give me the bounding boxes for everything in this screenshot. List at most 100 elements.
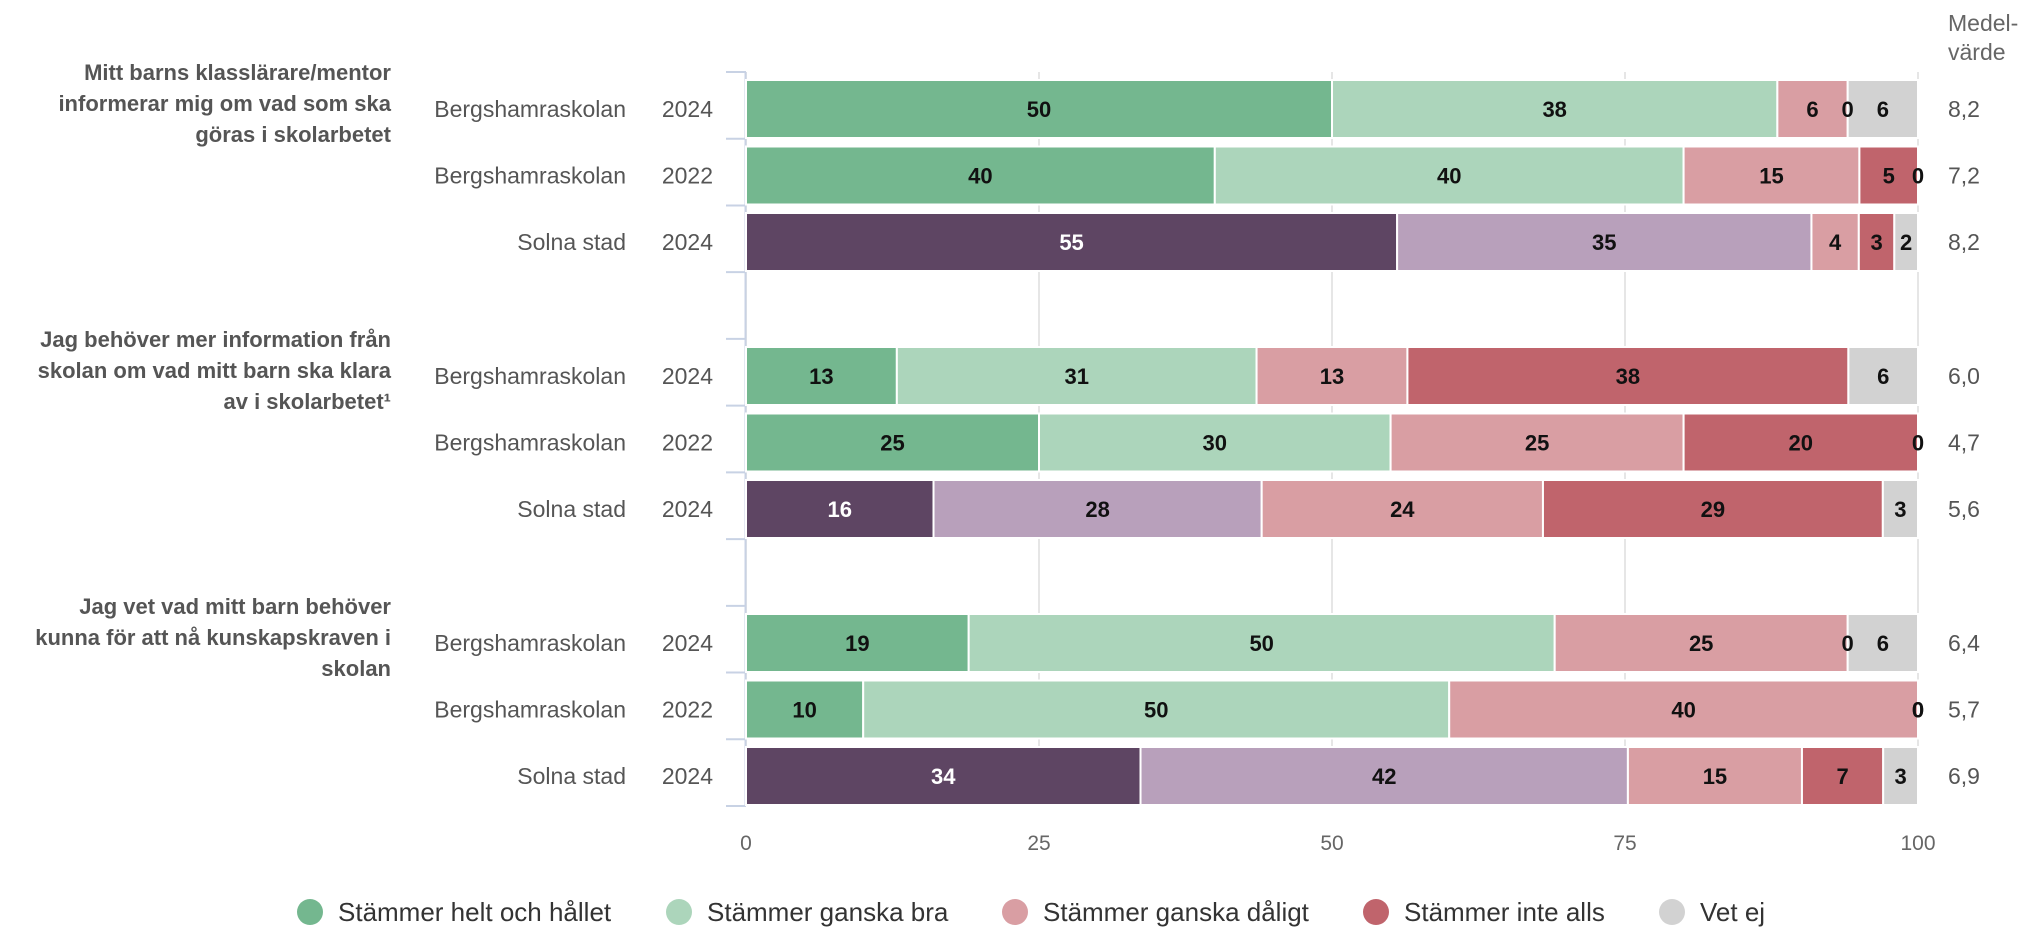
question-label: kunna för att nå kunskapskraven i	[35, 625, 391, 650]
data-label: 19	[845, 631, 869, 656]
row-year-label: 2024	[662, 363, 713, 389]
bar-segment	[745, 613, 970, 673]
row-name-label: Bergshamraskolan	[434, 430, 626, 456]
data-label: 0	[1912, 698, 1924, 723]
data-label: 0	[1912, 698, 1924, 723]
data-label: 38	[1616, 364, 1640, 389]
bar-segment	[1881, 479, 1919, 539]
data-label: 16	[828, 497, 852, 522]
bar-segment	[1406, 346, 1850, 406]
data-label: 13	[1320, 364, 1344, 389]
data-label: 50	[1027, 97, 1051, 122]
bar-segment	[862, 679, 1451, 740]
legend-marker	[1363, 899, 1389, 925]
data-label: 20	[1789, 431, 1813, 456]
bar-segment	[1857, 212, 1896, 272]
bar-segment	[1882, 746, 1919, 806]
mean-value: 7,2	[1948, 163, 1980, 189]
data-label: 29	[1701, 497, 1725, 522]
row-name-label: Bergshamraskolan	[434, 96, 626, 122]
question-label: Jag vet vad mitt barn behöver	[79, 594, 391, 619]
data-label: 0	[1912, 431, 1924, 456]
bar-segment	[1389, 412, 1685, 473]
mean-value: 5,6	[1948, 496, 1980, 522]
bar-segment	[1800, 746, 1885, 806]
bar-segment	[745, 346, 898, 406]
data-label: 42	[1372, 764, 1396, 789]
data-label: 50	[1249, 631, 1273, 656]
bar-segment	[1846, 613, 1920, 673]
bar-segment	[1541, 479, 1884, 539]
row-name-label: Bergshamraskolan	[434, 163, 626, 189]
legend-label: Stämmer inte alls	[1404, 897, 1605, 927]
bar-segment	[1396, 212, 1813, 272]
question-label: av i skolarbetet¹	[223, 389, 391, 414]
row-name-label: Solna stad	[517, 496, 626, 522]
bar-segment	[1139, 746, 1629, 806]
data-label: 30	[1203, 431, 1227, 456]
data-label: 6	[1806, 97, 1818, 122]
bar-segment	[1260, 479, 1544, 539]
data-label: 28	[1085, 497, 1109, 522]
bar-segment	[1847, 346, 1919, 406]
data-label: 40	[1437, 164, 1461, 189]
data-label: 50	[1144, 698, 1168, 723]
row-year-label: 2024	[662, 763, 713, 789]
question-label: skolan om vad mitt barn ska klara	[38, 358, 392, 383]
mean-value: 8,2	[1948, 229, 1980, 255]
data-label: 31	[1064, 364, 1088, 389]
x-tick-label: 50	[1320, 832, 1343, 855]
data-label: 24	[1390, 497, 1415, 522]
legend-label: Stämmer ganska bra	[707, 897, 949, 927]
data-label: 2	[1900, 230, 1912, 255]
mean-value: 5,7	[1948, 697, 1980, 723]
data-label: 38	[1542, 97, 1566, 122]
row-name-label: Solna stad	[517, 229, 626, 255]
x-tick-label: 75	[1613, 832, 1636, 855]
data-label: 10	[792, 698, 816, 723]
data-label: 0	[1842, 97, 1854, 122]
row-name-label: Bergshamraskolan	[434, 363, 626, 389]
mean-value: 6,0	[1948, 363, 1980, 389]
data-label: 13	[809, 364, 833, 389]
row-name-label: Bergshamraskolan	[434, 630, 626, 656]
bar-segment	[1893, 212, 1920, 272]
data-label: 3	[1870, 230, 1882, 255]
legend-label: Vet ej	[1700, 897, 1765, 927]
data-label: 7	[1836, 764, 1848, 789]
question-label: Mitt barns klasslärare/mentor	[84, 60, 391, 85]
data-label: 6	[1877, 364, 1889, 389]
mean-value: 6,9	[1948, 763, 1980, 789]
bar-segment	[1626, 746, 1803, 806]
legend-label: Stämmer ganska dåligt	[1043, 897, 1310, 927]
row-year-label: 2024	[662, 630, 713, 656]
bar-segment	[1331, 79, 1779, 139]
bar-segment	[1858, 145, 1920, 206]
data-label: 0	[1842, 631, 1854, 656]
legend-marker	[297, 899, 323, 925]
data-label: 6	[1877, 97, 1889, 122]
data-label: 40	[968, 164, 992, 189]
data-label: 35	[1592, 230, 1616, 255]
bar-segment	[745, 746, 1142, 806]
data-label: 4	[1829, 230, 1842, 255]
mean-header: värde	[1948, 39, 2006, 65]
data-label: 34	[931, 764, 956, 789]
x-tick-label: 100	[1900, 832, 1935, 855]
legend-marker	[1002, 899, 1028, 925]
row-year-label: 2022	[662, 697, 713, 723]
row-year-label: 2024	[662, 96, 713, 122]
row-name-label: Solna stad	[517, 763, 626, 789]
legend-marker	[1659, 899, 1685, 925]
mean-value: 6,4	[1948, 630, 1980, 656]
data-label: 40	[1671, 698, 1695, 723]
question-label: skolan	[321, 656, 391, 681]
row-year-label: 2022	[662, 163, 713, 189]
question-label: informerar mig om vad som ska	[58, 91, 391, 116]
row-name-label: Bergshamraskolan	[434, 697, 626, 723]
data-label: 3	[1894, 764, 1906, 789]
data-label: 6	[1877, 631, 1889, 656]
bars-layer	[745, 79, 1920, 806]
data-label: 15	[1703, 764, 1727, 789]
